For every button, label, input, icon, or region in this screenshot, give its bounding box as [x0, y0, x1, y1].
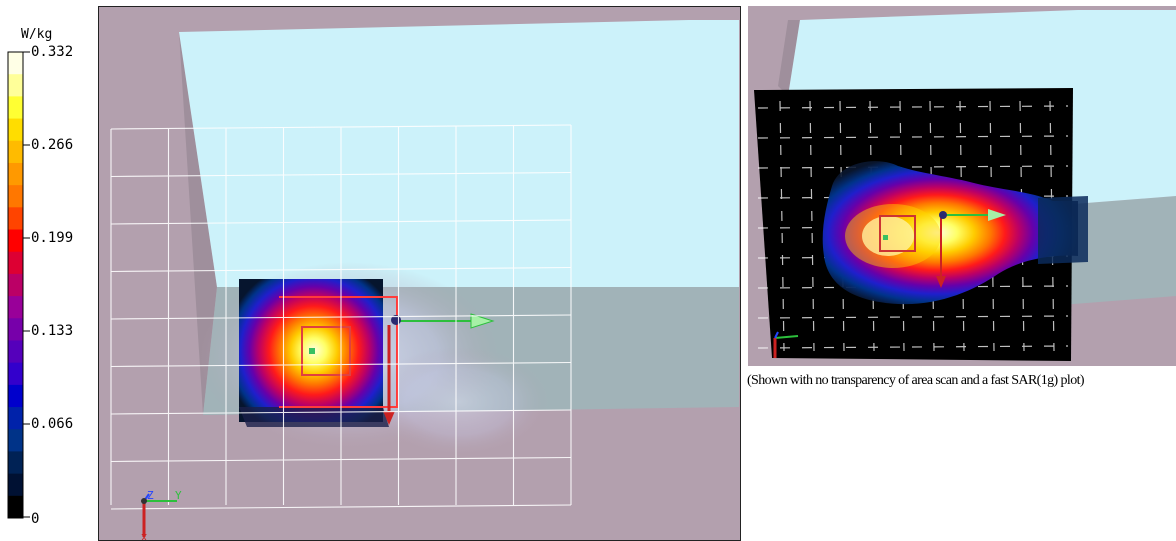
legend-tick-label: 0.133	[31, 323, 73, 339]
phantom-left-face	[778, 20, 800, 96]
legend-color-step	[8, 407, 23, 430]
legend-color-step	[8, 473, 23, 497]
axis-label-x: X	[141, 533, 147, 541]
legend-tick-label: 0	[31, 511, 39, 527]
legend-color-step	[8, 362, 23, 386]
legend-ticks	[23, 51, 30, 518]
legend-color-bar	[8, 52, 23, 519]
legend-color-step	[8, 185, 23, 208]
grid-line	[757, 345, 1069, 349]
legend-color-step	[8, 318, 23, 341]
peak-marker	[309, 348, 315, 354]
sar-distribution	[822, 161, 1078, 305]
grid-line	[110, 456, 572, 463]
grid-line	[757, 165, 1069, 169]
grid-line	[110, 171, 572, 178]
legend-color-step	[8, 451, 23, 475]
legend-color-step	[8, 429, 23, 452]
zoom-box	[879, 215, 916, 252]
legend-color-step	[8, 74, 23, 97]
legend-color-step	[8, 495, 23, 519]
zoom-scan-cube-bottom	[239, 407, 389, 427]
sar-tail	[1038, 196, 1088, 264]
legend-tick-label: 0.266	[31, 137, 73, 153]
grid-line	[110, 361, 572, 368]
axis-label-y: Y	[175, 489, 182, 502]
area-scan-halo-secondary	[369, 347, 549, 457]
probe-green-arrowhead	[470, 313, 495, 329]
probe-red-arrowhead	[383, 411, 395, 425]
legend-bar-outline	[7, 51, 24, 519]
main-3d-view[interactable]: Z Y X	[98, 6, 741, 541]
legend-unit: W/kg	[21, 27, 52, 42]
axis-triad	[773, 331, 799, 358]
area-scan-grid	[110, 124, 572, 510]
legend-tick-label: 0.199	[31, 230, 73, 246]
phantom-top-face	[179, 20, 739, 287]
grid-line	[757, 135, 1069, 139]
grid-line	[110, 124, 572, 130]
side-scene	[754, 10, 1176, 361]
sar-color-legend: W/kg 0.332 0.266 0.199 0.133 0.066 0	[7, 27, 73, 527]
grid-line	[110, 219, 572, 225]
legend-color-step	[8, 162, 23, 186]
legend-color-step	[8, 229, 23, 253]
peak-marker	[883, 235, 888, 240]
legend-color-step	[8, 52, 23, 75]
legend-tick-label: 0.332	[31, 44, 73, 60]
legend-color-step	[8, 273, 23, 297]
legend-color-step	[8, 207, 23, 231]
figure-caption: (Shown with no transparency of area scan…	[747, 373, 1085, 388]
zoom-inner-outline	[301, 326, 351, 376]
axis-label-z: Z	[147, 489, 154, 502]
axis-triad: Z Y X	[141, 489, 182, 541]
legend-color-step	[8, 118, 23, 142]
legend-color-step	[8, 140, 23, 164]
probe-red-arrowhead	[936, 276, 946, 288]
probe-green-arrowhead	[988, 209, 1006, 221]
grid-line	[110, 504, 572, 510]
probe-origin	[939, 211, 947, 219]
legend-color-step	[8, 96, 23, 120]
grid-line	[110, 266, 572, 273]
legend-color-step	[8, 384, 23, 408]
main-scene: Z Y X	[110, 20, 739, 541]
zoom-outline	[279, 296, 398, 408]
legend-color-step	[8, 251, 23, 275]
side-3d-view[interactable]	[748, 6, 1176, 366]
grid-line	[757, 105, 1069, 109]
grid-line	[757, 315, 1069, 319]
legend-tick-label: 0.066	[31, 416, 73, 432]
grid-line	[110, 409, 572, 415]
grid-line	[110, 314, 572, 320]
legend-color-step	[8, 340, 23, 364]
legend-color-step	[8, 296, 23, 319]
